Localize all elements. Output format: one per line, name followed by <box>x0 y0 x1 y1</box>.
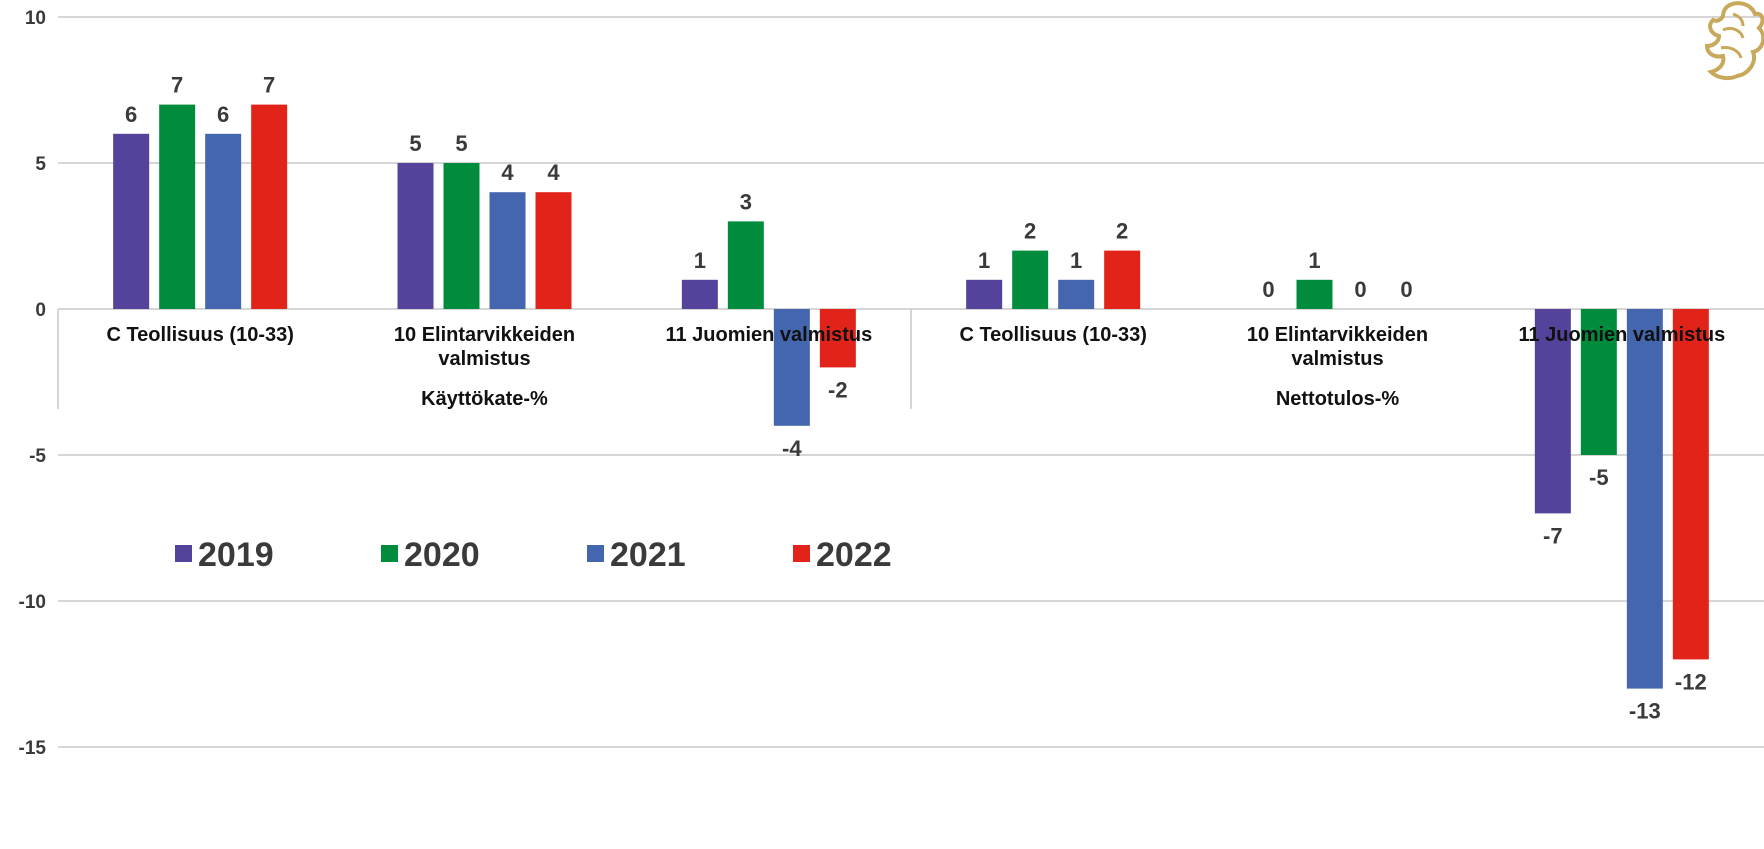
data-label: -2 <box>828 377 848 402</box>
data-label: 4 <box>501 160 514 185</box>
bar-2021-2 <box>773 309 810 426</box>
data-label: 0 <box>1354 277 1366 302</box>
group-label: Käyttökate-% <box>421 388 548 410</box>
category-label: C Teollisuus (10-33) <box>959 324 1146 346</box>
category-label: valmistus <box>1291 348 1383 370</box>
bar-2022-3 <box>1104 250 1141 309</box>
y-tick-label: 0 <box>35 300 46 321</box>
y-axis-ticks: 10 5 0 -5 -10 -15 <box>19 8 47 759</box>
category-labels: C Teollisuus (10-33) 10 Elintarvikkeidenv… <box>57 309 1725 410</box>
bar-2021-5 <box>1626 309 1663 689</box>
category-label: 10 Elintarvikkeiden <box>394 324 575 346</box>
bar-2022-0 <box>251 104 288 309</box>
data-label: 1 <box>1070 248 1082 273</box>
bar-2022-2 <box>819 309 856 368</box>
data-label: -12 <box>1675 669 1707 694</box>
legend-label-2019: 2019 <box>198 536 274 574</box>
data-label: 2 <box>1024 219 1036 244</box>
legend-label-2020: 2020 <box>404 536 480 574</box>
data-label: 6 <box>217 102 229 127</box>
bars <box>113 104 1709 689</box>
data-label: 1 <box>978 248 990 273</box>
category-label: 11 Juomien valmistus <box>665 324 872 346</box>
y-tick-label: -5 <box>29 446 46 467</box>
data-label: -4 <box>782 436 802 461</box>
data-label: -5 <box>1589 465 1609 490</box>
legend-label-2021: 2021 <box>610 536 686 574</box>
legend: 2019 2020 2021 2022 <box>175 536 892 574</box>
data-label: 7 <box>171 73 183 98</box>
data-label: 3 <box>740 189 752 214</box>
y-tick-label: 10 <box>25 8 46 29</box>
category-label: valmistus <box>438 348 530 370</box>
legend-swatch-2020 <box>381 545 398 562</box>
legend-swatch-2019 <box>175 545 192 562</box>
category-label: 10 Elintarvikkeiden <box>1247 324 1428 346</box>
bar-2022-5 <box>1672 309 1709 660</box>
data-label: 5 <box>455 131 467 156</box>
legend-swatch-2022 <box>793 545 810 562</box>
bar-2019-3 <box>966 279 1003 309</box>
legend-swatch-2021 <box>587 545 604 562</box>
category-label: 11 Juomien valmistus <box>1518 324 1725 346</box>
lion-emblem-icon <box>1704 1 1764 81</box>
y-tick-label: -15 <box>19 738 47 759</box>
bar-2020-4 <box>1296 279 1333 309</box>
bar-2019-5 <box>1534 309 1571 514</box>
data-label: 4 <box>547 160 560 185</box>
bar-2019-0 <box>113 133 150 309</box>
group-label: Nettotulos-% <box>1276 388 1400 410</box>
bar-2020-2 <box>727 221 764 309</box>
bar-2021-3 <box>1058 279 1095 309</box>
data-label: 1 <box>1308 248 1320 273</box>
bar-2020-3 <box>1012 250 1049 309</box>
bar-2022-1 <box>535 192 572 309</box>
data-label: 2 <box>1116 219 1128 244</box>
bar-2019-2 <box>681 279 718 309</box>
bar-2019-1 <box>397 163 434 309</box>
data-label: 6 <box>125 102 137 127</box>
bar-2020-0 <box>159 104 196 309</box>
category-label: C Teollisuus (10-33) <box>106 324 293 346</box>
bar-2020-1 <box>443 163 480 309</box>
data-label: 0 <box>1262 277 1274 302</box>
bar-labels: 6 5 1 1 0 -7 7 5 3 2 1 -5 6 4 -4 1 0 -13 7 4 -2 2 0 -12 <box>125 73 1707 724</box>
data-label: 5 <box>409 131 421 156</box>
bar-2021-0 <box>205 133 242 309</box>
data-label: -7 <box>1543 523 1563 548</box>
bar-2021-1 <box>489 192 526 309</box>
y-tick-label: -10 <box>19 592 46 613</box>
legend-label-2022: 2022 <box>816 536 892 574</box>
y-tick-label: 5 <box>35 154 46 175</box>
data-label: 0 <box>1400 277 1412 302</box>
bar-2020-5 <box>1580 309 1617 455</box>
data-label: -13 <box>1629 699 1661 724</box>
data-label: 1 <box>694 248 706 273</box>
data-label: 7 <box>263 73 275 98</box>
